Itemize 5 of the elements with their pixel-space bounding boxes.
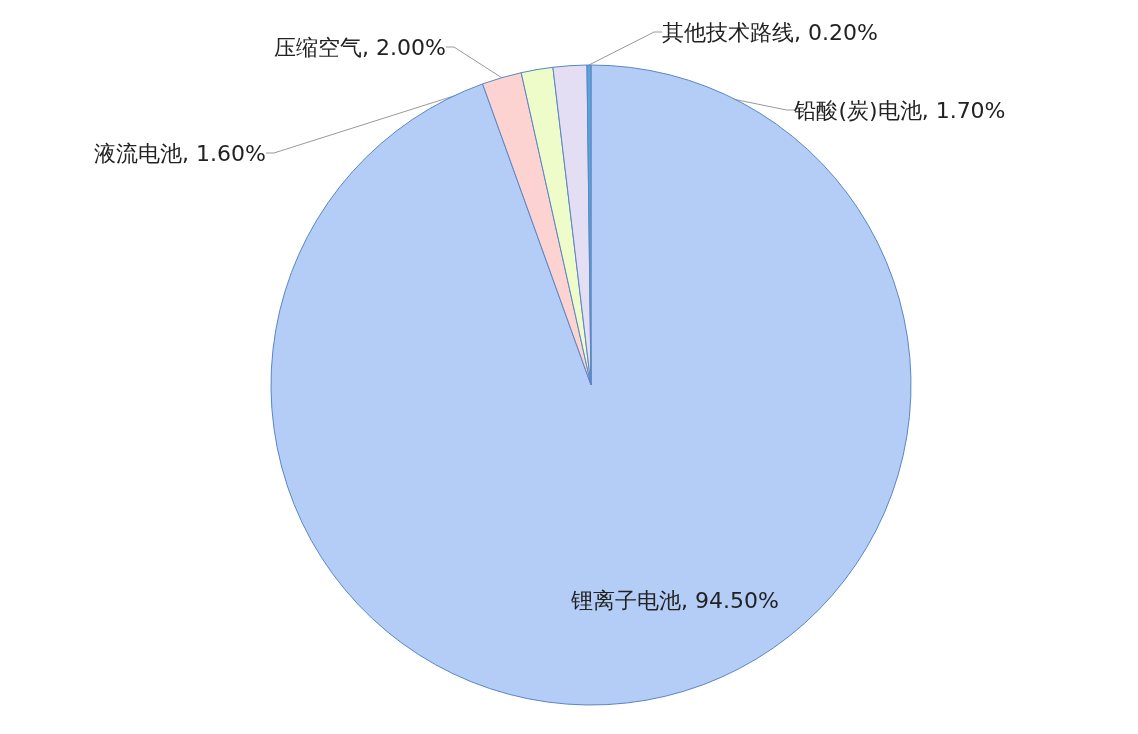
slice-label: 铅酸(炭)电池, 1.70% xyxy=(793,97,1006,123)
slice-label: 其他技术路线, 0.20% xyxy=(662,19,878,45)
slice-label: 锂离子电池, 94.50% xyxy=(570,587,779,613)
slice-label: 液流电池, 1.60% xyxy=(94,140,266,166)
slice-label: 压缩空气, 2.00% xyxy=(274,34,446,60)
